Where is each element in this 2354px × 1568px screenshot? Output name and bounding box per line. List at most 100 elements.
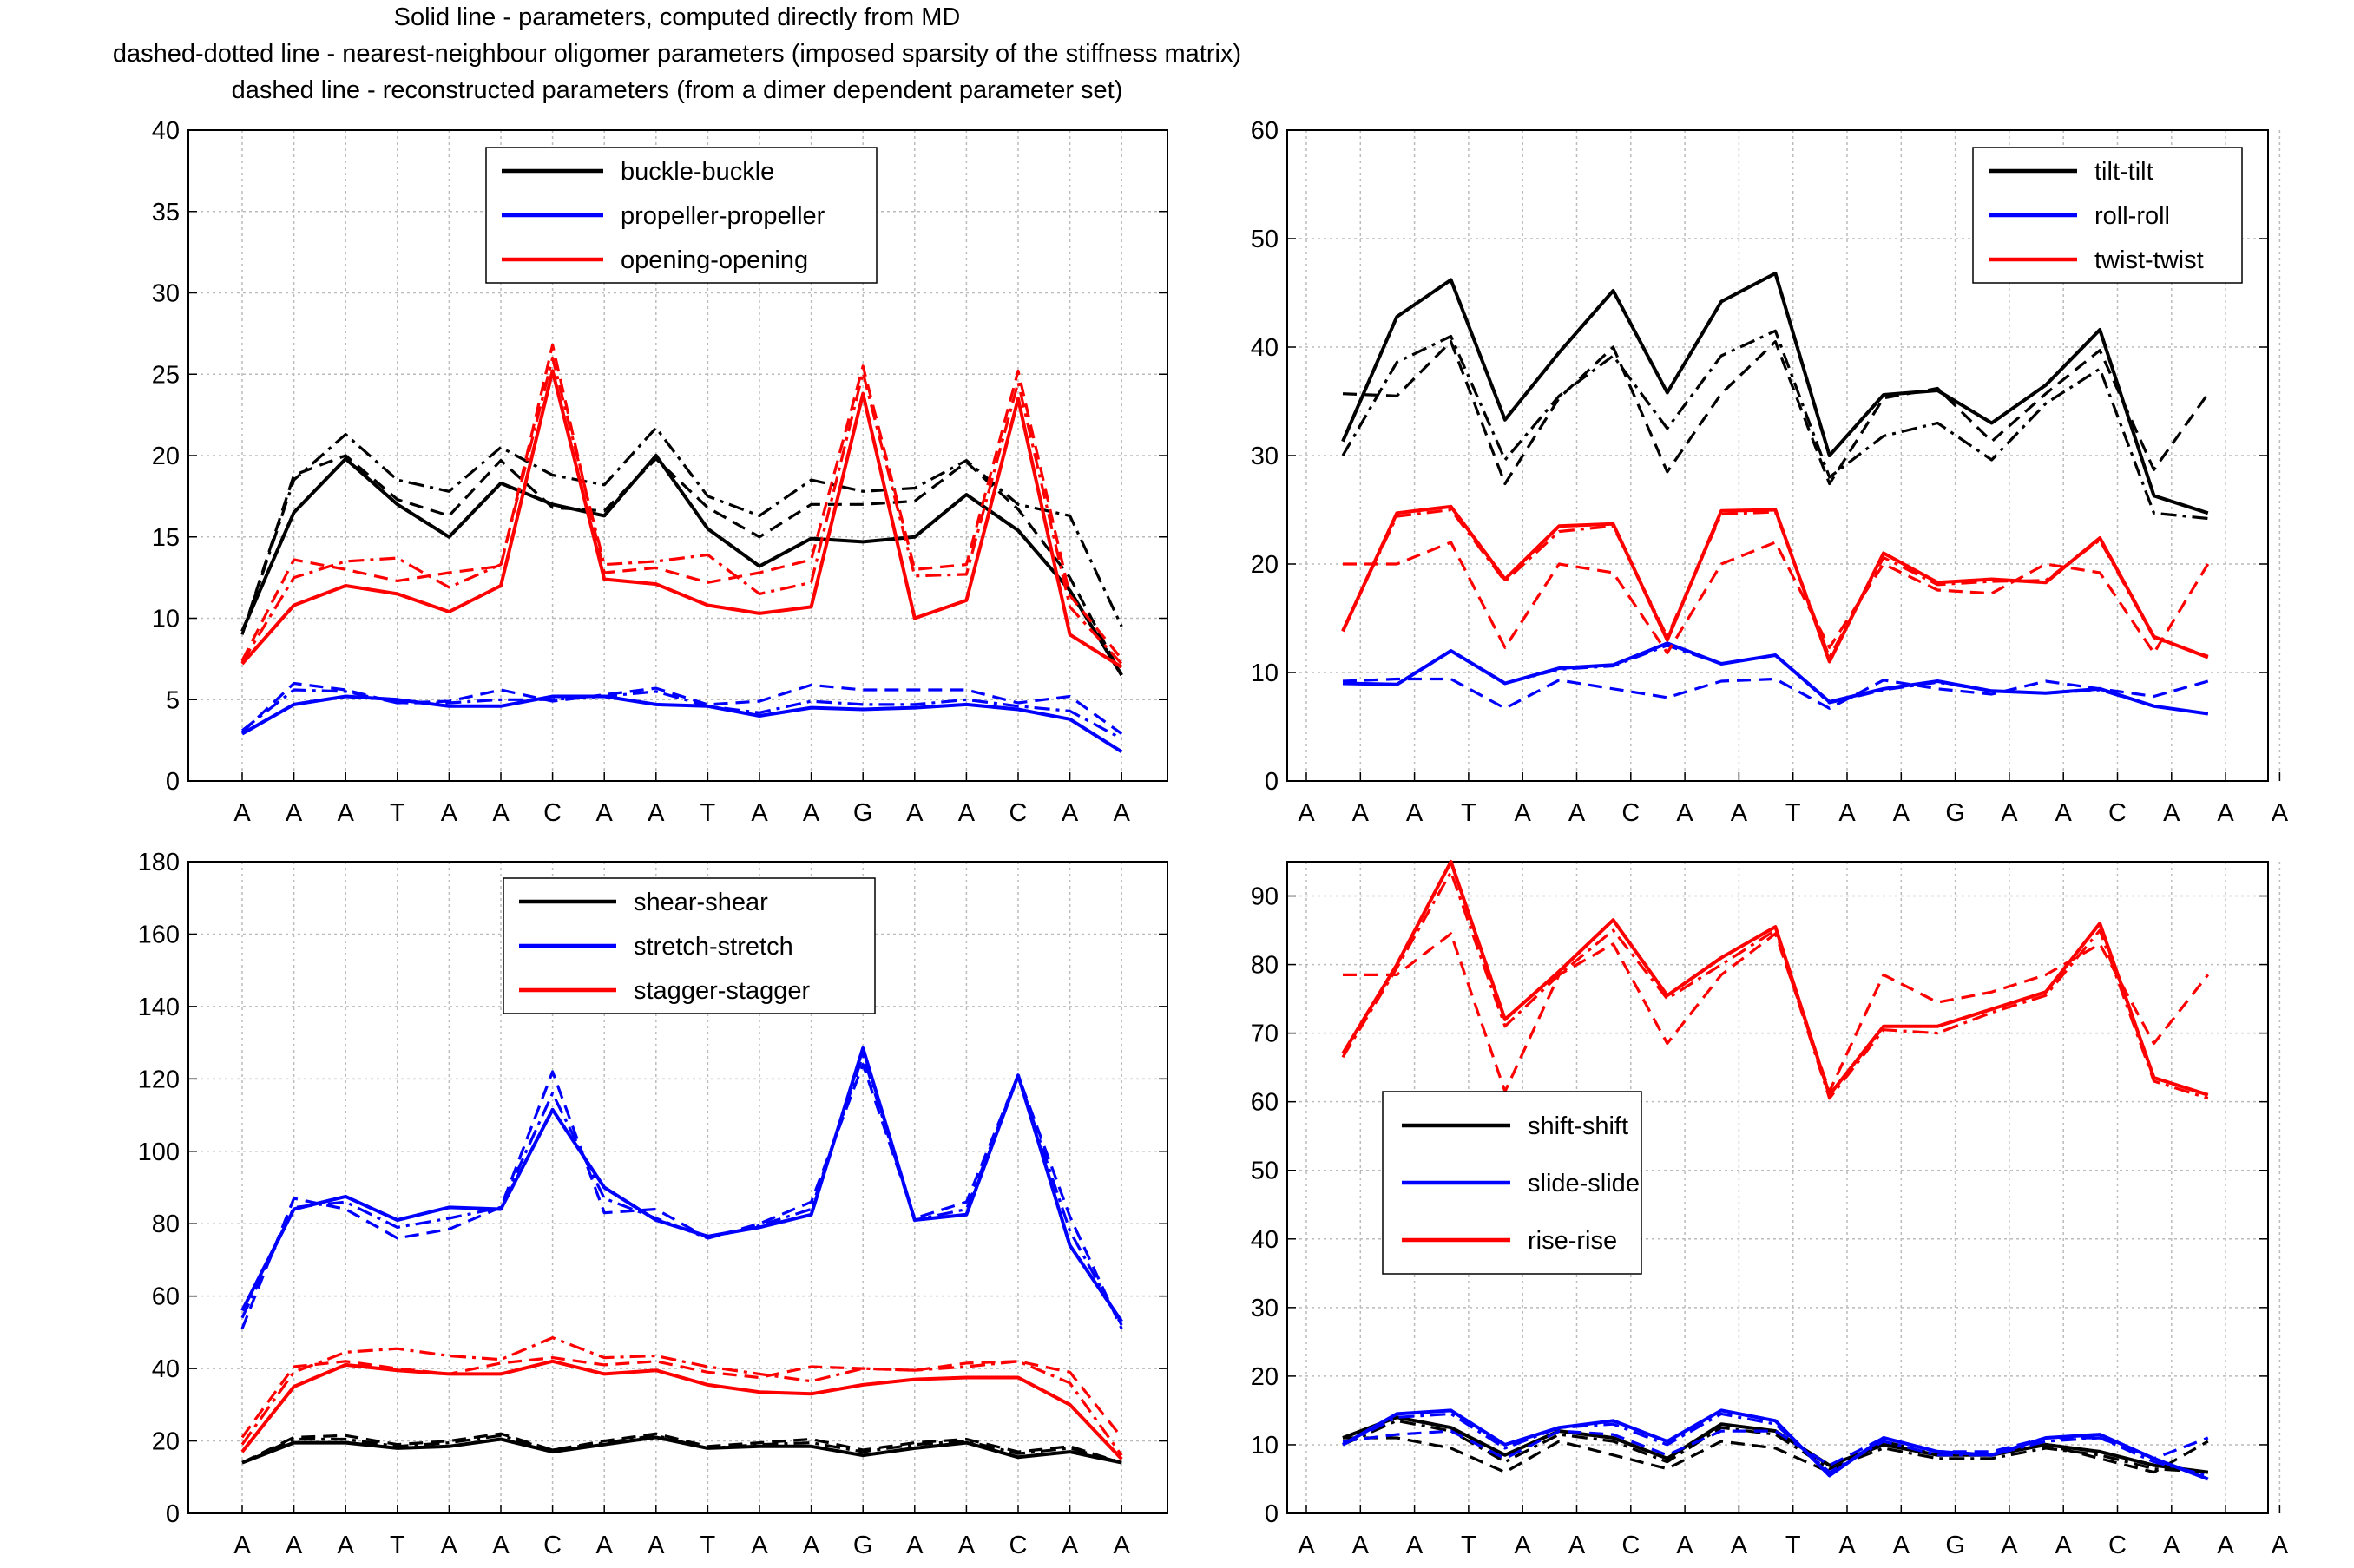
x-tick-label: C <box>543 1532 562 1559</box>
x-tick-label: A <box>803 1532 820 1559</box>
y-tick-label: 30 <box>1251 1295 1279 1322</box>
y-tick-label: 20 <box>152 1428 180 1456</box>
x-tick-label: A <box>596 799 614 827</box>
x-tick-label: T <box>1461 799 1476 827</box>
x-tick-label: A <box>1352 799 1370 827</box>
y-tick-label: 40 <box>152 1355 180 1383</box>
x-tick-label: A <box>1731 799 1748 827</box>
series-line <box>240 1335 1123 1457</box>
series-line <box>241 694 1123 753</box>
x-tick-label: A <box>1062 799 1079 827</box>
y-tick-label: 5 <box>166 686 180 714</box>
x-tick-label: A <box>1893 799 1910 827</box>
x-tick-label: A <box>492 799 510 827</box>
series-line <box>240 426 1123 635</box>
x-tick-label: C <box>1621 799 1640 827</box>
x-tick-label: A <box>906 1532 924 1559</box>
y-tick-label: 35 <box>152 199 180 226</box>
x-tick-label: T <box>390 799 405 827</box>
x-tick-label: T <box>1461 1532 1476 1559</box>
y-tick-label: 20 <box>1251 551 1279 579</box>
x-tick-label: A <box>2163 799 2180 827</box>
y-tick-label: 20 <box>1251 1363 1279 1391</box>
legend-label: twist-twist <box>2094 246 2204 274</box>
x-tick-label: A <box>2272 1532 2289 1559</box>
x-tick-label: A <box>2163 1532 2180 1559</box>
x-tick-label: T <box>390 1532 405 1559</box>
series-line <box>240 454 1123 677</box>
header-line-dashdot: dashed-dotted line - nearest-neighbour o… <box>112 40 1242 68</box>
x-tick-label: A <box>1406 799 1424 827</box>
y-tick-label: 0 <box>166 1500 180 1528</box>
x-tick-label: G <box>1945 799 1965 827</box>
x-tick-label: A <box>1298 1532 1315 1559</box>
x-tick-label: A <box>1406 1532 1424 1559</box>
legend-label: rise-rise <box>1528 1227 1617 1255</box>
series-line <box>240 1355 1123 1439</box>
x-tick-label: A <box>1114 799 1131 827</box>
x-tick-label: A <box>233 1532 251 1559</box>
legend-label: propeller-propeller <box>621 202 825 230</box>
series-line <box>1342 1412 2209 1478</box>
series-line <box>241 1432 1122 1465</box>
x-tick-label: A <box>1838 1532 1856 1559</box>
legend-label: roll-roll <box>2094 202 2170 230</box>
x-tick-label: C <box>2108 1532 2127 1559</box>
series-line <box>1341 329 2208 521</box>
x-tick-label: A <box>286 1532 303 1559</box>
figure-header: Solid line - parameters, computed direct… <box>0 0 1354 113</box>
x-tick-label: A <box>958 799 976 827</box>
series-line <box>1341 272 2209 515</box>
axes-frame <box>187 129 1168 782</box>
x-tick-label: A <box>1515 1532 1532 1559</box>
y-tick-label: 120 <box>138 1066 180 1093</box>
x-tick-label: A <box>2055 1532 2073 1559</box>
y-tick-label: 160 <box>138 921 180 948</box>
y-tick-label: 40 <box>1251 334 1279 362</box>
y-tick-label: 140 <box>138 994 180 1021</box>
axes-frame <box>1286 861 2269 1514</box>
x-tick-label: A <box>1731 1532 1748 1559</box>
x-tick-label: A <box>492 1532 510 1559</box>
chart-legend: shift-shift slide-slide rise-rise <box>1382 1091 1642 1275</box>
x-tick-label: C <box>1621 1532 1640 1559</box>
legend-label: opening-opening <box>621 246 808 274</box>
x-tick-label: A <box>1676 799 1693 827</box>
x-tick-label: A <box>803 799 820 827</box>
tilt-roll-twist-chart: A A A T A A C A A T A A G A A C A A A0102030405060tilt-til… <box>1251 117 2289 827</box>
y-tick-label: 40 <box>152 117 180 145</box>
x-tick-label: A <box>2001 1532 2018 1559</box>
x-tick-label: A <box>1352 1532 1370 1559</box>
y-tick-label: 70 <box>1251 1020 1279 1048</box>
y-tick-label: 60 <box>152 1283 180 1311</box>
x-tick-label: A <box>286 799 303 827</box>
shift-slide-rise-chart: A A A T A A C A A T A A G A A C A A A0102030405060708090sh… <box>1251 860 2289 1559</box>
x-tick-label: A <box>2001 799 2018 827</box>
y-tick-label: 30 <box>1251 443 1279 470</box>
x-tick-label: A <box>1298 799 1315 827</box>
x-tick-label: G <box>853 799 873 827</box>
series-line <box>240 369 1123 669</box>
x-tick-label: A <box>2272 799 2289 827</box>
x-tick-label: T <box>1785 799 1801 827</box>
x-tick-label: C <box>1009 799 1028 827</box>
header-line-dashed: dashed line - reconstructed parameters (… <box>231 76 1123 104</box>
axes-frame <box>187 861 1168 1514</box>
series-line <box>240 1053 1123 1326</box>
axes-frame <box>1286 129 2269 782</box>
y-tick-label: 100 <box>138 1138 180 1166</box>
x-tick-label: T <box>700 1532 716 1559</box>
x-tick-label: C <box>1009 1532 1028 1559</box>
y-tick-label: 0 <box>1265 1500 1279 1528</box>
series-line <box>240 356 1123 666</box>
x-tick-label: A <box>1676 1532 1693 1559</box>
legend-label: slide-slide <box>1528 1170 1640 1197</box>
x-tick-label: G <box>1945 1532 1965 1559</box>
x-tick-label: A <box>2217 1532 2234 1559</box>
x-tick-label: A <box>1568 1532 1586 1559</box>
legend-label: shear-shear <box>634 889 768 916</box>
x-tick-label: T <box>700 799 716 827</box>
y-tick-label: 0 <box>166 768 180 796</box>
y-tick-label: 60 <box>1251 1089 1279 1117</box>
